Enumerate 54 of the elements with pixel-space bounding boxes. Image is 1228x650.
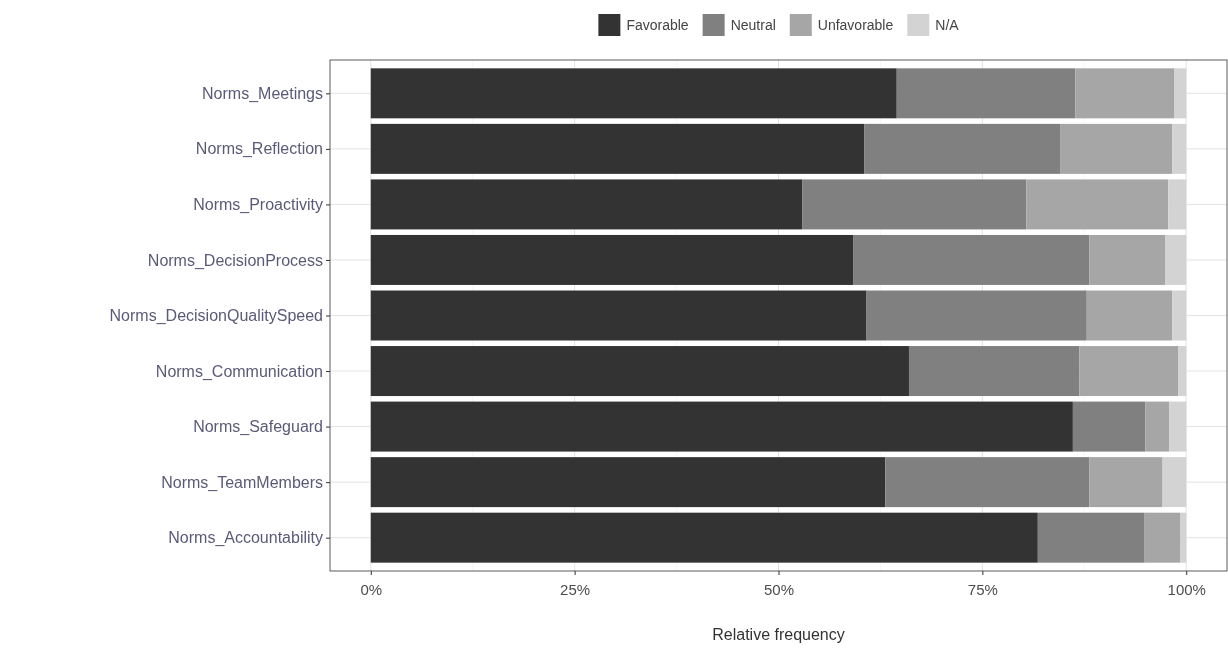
bar	[370, 346, 909, 397]
bar	[1168, 179, 1187, 230]
y-tick-label: Norms_DecisionProcess	[147, 251, 323, 270]
bar	[370, 123, 865, 174]
bar	[1089, 457, 1163, 508]
bar	[1072, 401, 1146, 452]
bar	[802, 179, 1027, 230]
bar	[896, 68, 1076, 119]
y-tick-label: Norms_DecisionQualitySpeed	[109, 307, 323, 326]
bar	[370, 179, 803, 230]
bar	[1079, 346, 1179, 397]
y-tick-label: Norms_Reflection	[195, 140, 323, 159]
x-axis-title: Relative frequency	[712, 626, 845, 643]
bar	[1060, 123, 1173, 174]
bar	[370, 290, 867, 341]
bar	[864, 123, 1061, 174]
bar	[370, 457, 886, 508]
y-tick-label: Norms_Proactivity	[193, 196, 323, 215]
legend-label: Unfavorable	[817, 17, 894, 33]
legend-label: Favorable	[626, 17, 689, 33]
y-tick-label: Norms_Accountability	[168, 529, 323, 548]
bar	[370, 401, 1073, 452]
bar	[1144, 512, 1181, 563]
bar	[1169, 401, 1187, 452]
y-tick-label: Norms_Communication	[155, 362, 323, 381]
x-tick-label: 75%	[967, 580, 998, 598]
bar	[1145, 401, 1170, 452]
bar	[853, 234, 1090, 285]
bar	[1037, 512, 1145, 563]
bar	[1172, 123, 1187, 174]
y-tick-label: Norms_Safeguard	[193, 418, 323, 437]
x-tick-label: 100%	[1167, 580, 1206, 598]
bar	[1089, 234, 1166, 285]
bar	[866, 290, 1087, 341]
x-tick-label: 50%	[763, 580, 795, 598]
bar	[370, 512, 1038, 563]
bar	[1174, 68, 1187, 119]
bar	[1075, 68, 1174, 119]
bar	[885, 457, 1090, 508]
legend-label: N/A	[935, 17, 960, 33]
bar	[370, 234, 854, 285]
y-tick-label: Norms_Meetings	[202, 84, 323, 103]
legend-label: Neutral	[730, 17, 776, 33]
bar	[1165, 234, 1187, 285]
x-tick-label: 25%	[560, 580, 591, 598]
bar	[1172, 290, 1187, 341]
x-tick-label: 0%	[360, 580, 383, 598]
bar	[1086, 290, 1173, 341]
bar	[370, 68, 897, 119]
bar	[1026, 179, 1169, 230]
bar	[1178, 346, 1187, 397]
y-tick-label: Norms_TeamMembers	[161, 473, 323, 492]
bar	[908, 346, 1080, 397]
bar	[1162, 457, 1187, 508]
